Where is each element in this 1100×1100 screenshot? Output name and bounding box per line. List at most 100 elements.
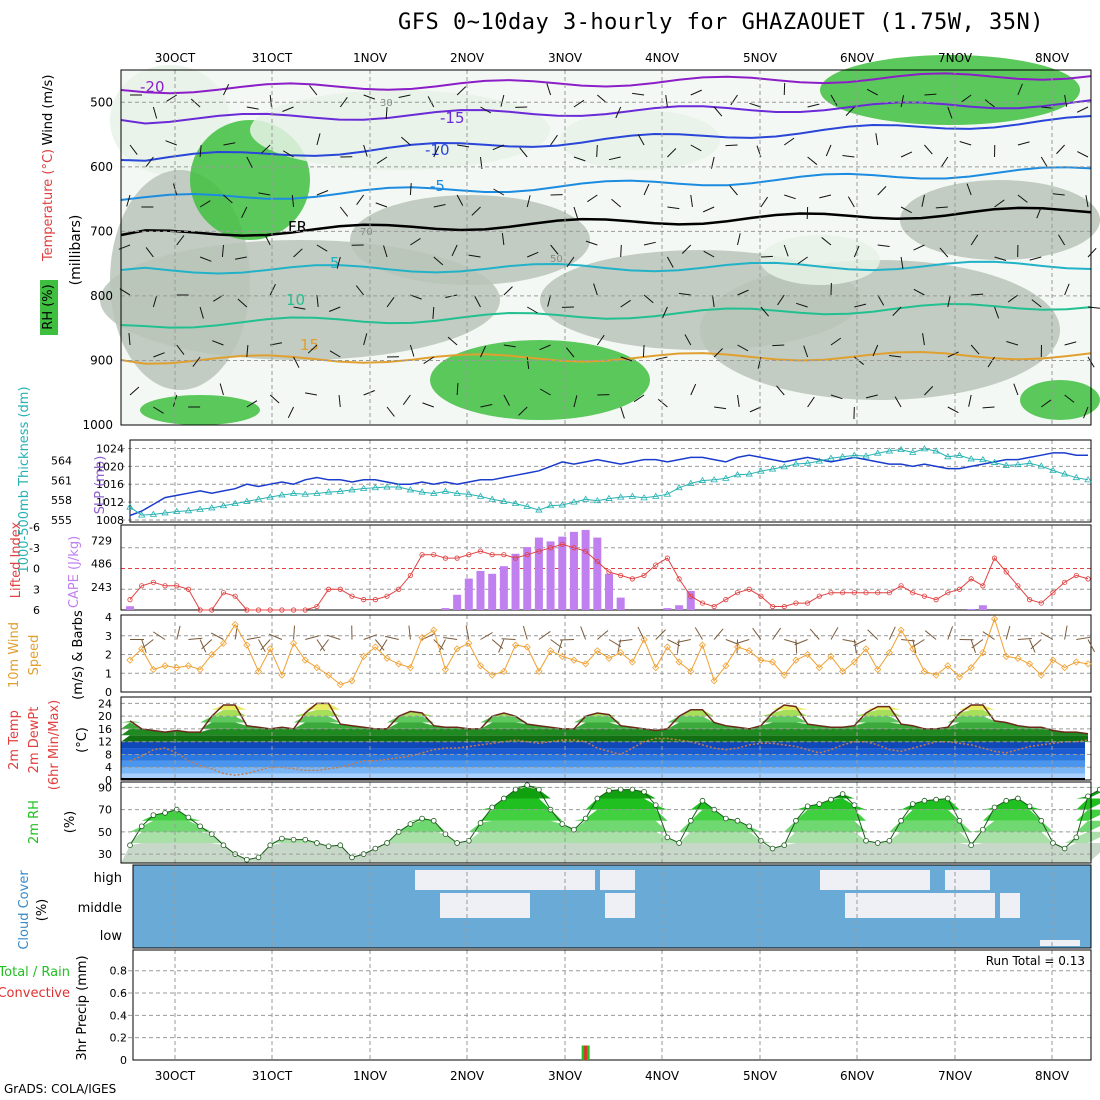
thickness-tick-label: 564 xyxy=(51,455,72,468)
wind-barb xyxy=(1087,247,1097,258)
lifted-index-point xyxy=(512,555,519,561)
lifted-index-point xyxy=(559,541,565,547)
wind-barb xyxy=(913,244,925,251)
wind-barb xyxy=(456,194,464,206)
wind-speed-point xyxy=(1049,656,1057,664)
lifted-index-point xyxy=(244,607,250,613)
wind-barb xyxy=(457,144,470,148)
lifted-index-point xyxy=(524,552,530,558)
lifted-index-point xyxy=(629,576,635,582)
wind-barb xyxy=(165,140,177,146)
temp-tick-label: 4 xyxy=(105,761,112,774)
wind-barb xyxy=(830,94,838,106)
rh-point xyxy=(758,837,764,844)
thickness-point xyxy=(137,511,146,518)
wind-speed-point xyxy=(698,641,707,649)
wind-speed-point xyxy=(184,662,192,670)
lifted-index-point xyxy=(711,603,717,610)
wind-barb xyxy=(924,144,933,155)
wind-barb-10m xyxy=(752,627,762,640)
wind-speed-point xyxy=(208,650,216,659)
thickness-point xyxy=(979,455,987,463)
lifted-index-point xyxy=(606,569,612,575)
wind-barb xyxy=(807,396,815,408)
wind-barb xyxy=(730,94,738,106)
wind-barb xyxy=(339,206,349,217)
wind-speed-point xyxy=(827,652,835,660)
date-label-top: 6NOV xyxy=(840,51,875,65)
wind-barb xyxy=(620,356,633,362)
wind-barb-10m xyxy=(795,639,798,654)
rh-region xyxy=(560,110,720,170)
date-label-top: 31OCT xyxy=(252,51,293,65)
wind-speed-point xyxy=(465,639,473,647)
wind-speed-point xyxy=(149,665,157,674)
cape-bar xyxy=(476,570,485,610)
wind-barb xyxy=(1087,306,1100,309)
rh-point xyxy=(956,817,963,824)
wind-barb xyxy=(889,355,902,358)
lifted-index-point xyxy=(139,583,145,589)
date-label-bottom: 4NOV xyxy=(645,1069,680,1083)
thickness-point xyxy=(324,488,333,495)
wind-barb xyxy=(842,155,855,158)
wind-barb xyxy=(192,356,201,367)
wind-speed-point xyxy=(383,654,391,662)
lifted-index-point xyxy=(898,583,904,589)
wind-barb xyxy=(432,306,435,320)
rh-point xyxy=(430,817,437,824)
pressure-tick-label: 500 xyxy=(90,95,113,109)
wind-barb-10m xyxy=(538,631,551,640)
thickness-point xyxy=(476,492,485,499)
thickness-point xyxy=(616,493,625,500)
wind-speed-point xyxy=(1026,660,1034,668)
cape-bar xyxy=(686,590,695,610)
wind-barb xyxy=(737,233,741,246)
wind-barb xyxy=(737,289,749,296)
thickness-point xyxy=(313,489,321,496)
cloud-cover-cell xyxy=(1000,893,1020,918)
precip-tick-label: 0.6 xyxy=(110,987,128,1000)
thickness-point xyxy=(932,447,940,454)
wind-speed-point xyxy=(278,671,286,679)
wind-barb xyxy=(994,199,1005,208)
temp-tick-label: 0 xyxy=(105,774,112,787)
wind-speed-point xyxy=(161,662,169,670)
dewpoint-band xyxy=(121,767,1085,774)
wind-barb xyxy=(593,283,598,296)
wind-speed-point xyxy=(652,664,660,672)
slp-tick-label: 1020 xyxy=(96,460,124,473)
wind-barb xyxy=(783,244,789,257)
rh-point xyxy=(839,791,846,797)
lifted-index-point xyxy=(793,600,799,606)
wind-speed-point xyxy=(243,641,251,649)
rh-point xyxy=(302,836,309,843)
cape-bar xyxy=(534,537,543,610)
rh-region xyxy=(820,55,1080,125)
wind-barb xyxy=(129,144,138,155)
thickness-point xyxy=(768,465,777,472)
lifted-index-point xyxy=(290,607,297,613)
wind-barb xyxy=(821,237,832,246)
wind-axis-label: Wind (m/s) xyxy=(41,75,56,146)
li-tick-label: 0 xyxy=(33,563,40,576)
cape-bar xyxy=(967,609,976,610)
wind-speed-point xyxy=(710,677,718,685)
wind-barb xyxy=(269,94,272,107)
wind-speed-point xyxy=(558,652,566,660)
cloud-cover-cell xyxy=(605,893,635,918)
wind-barb xyxy=(684,334,692,346)
wind-barb xyxy=(492,144,505,151)
rh-point xyxy=(559,821,566,827)
wind-barb xyxy=(737,394,740,407)
rh-point xyxy=(933,796,939,803)
wind-barb xyxy=(119,288,131,296)
wind-barb xyxy=(877,294,885,306)
thickness-tick-label: 558 xyxy=(51,494,72,507)
lifted-index-point xyxy=(431,552,437,558)
wind-barb xyxy=(152,295,158,308)
panel-frame xyxy=(132,949,1092,1061)
wind-barb-10m xyxy=(443,637,458,640)
wind-speed-point xyxy=(675,658,683,666)
wind-speed-point xyxy=(1002,652,1010,660)
